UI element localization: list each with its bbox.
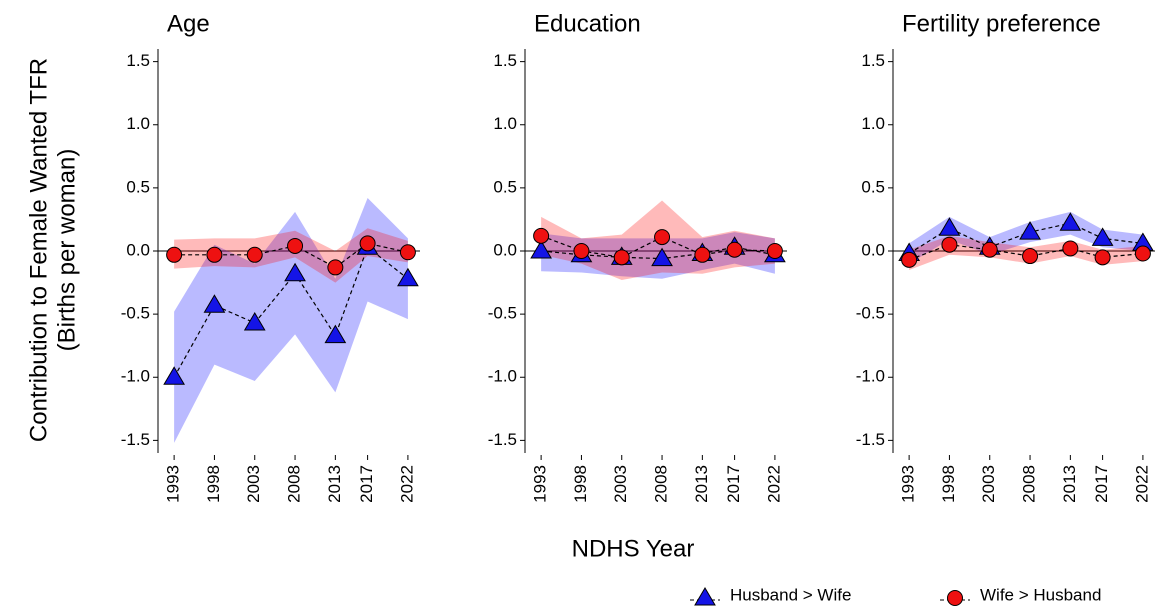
triangle-marker (1019, 221, 1041, 240)
circle-marker (901, 251, 918, 268)
x-tick-label: 2008 (1020, 465, 1039, 503)
y-axis-label: Contribution to Female Wanted TFR (25, 58, 52, 442)
y-axis-label: (Births per woman) (53, 149, 80, 352)
x-tick-label: 2008 (285, 465, 304, 503)
y-tick-label: -0.5 (856, 304, 885, 323)
x-tick-label: 2022 (1132, 465, 1151, 503)
x-tick-label: 1998 (204, 465, 223, 503)
triangle-marker (324, 324, 347, 344)
x-tick-label: 2013 (692, 465, 711, 503)
x-tick-label: 2022 (397, 465, 416, 503)
y-tick-label: 0.0 (493, 240, 517, 259)
y-tick-label: 1.5 (861, 51, 885, 70)
triangle-marker (284, 262, 306, 282)
triangle-marker (203, 294, 226, 313)
legend-label: Wife > Husband (980, 585, 1101, 604)
circle-marker (694, 246, 711, 263)
x-tick-label: 1998 (571, 465, 590, 503)
circle-marker (166, 246, 183, 263)
confidence-band (174, 228, 408, 283)
circle-marker (359, 235, 376, 252)
circle-marker (246, 246, 263, 263)
y-tick-label: 1.5 (126, 51, 150, 70)
y-tick-label: 1.0 (493, 114, 517, 133)
panel-title: Education (534, 10, 641, 37)
x-axis-label: NDHS Year (572, 535, 695, 562)
triangle-marker (938, 217, 961, 236)
x-tick-label: 1993 (531, 465, 550, 503)
y-tick-label: -0.5 (488, 304, 517, 323)
circle-marker (573, 243, 590, 259)
x-tick-label: 2013 (325, 465, 344, 503)
y-tick-label: 0.0 (126, 240, 150, 259)
triangle-marker (1059, 212, 1082, 231)
x-tick-label: 2017 (357, 465, 376, 503)
y-tick-label: 0.5 (493, 177, 517, 196)
panel-title: Age (167, 10, 210, 37)
circle-marker (1022, 248, 1039, 265)
triangle-marker (397, 267, 419, 287)
y-tick-label: -1.5 (488, 430, 517, 449)
circle-marker (327, 259, 344, 276)
x-tick-label: 2017 (1092, 465, 1111, 503)
circle-marker (399, 244, 416, 261)
circle-marker (206, 246, 223, 263)
circle-marker (726, 241, 743, 258)
y-tick-label: 1.0 (861, 114, 885, 133)
triangle-marker (1091, 227, 1114, 246)
triangle-marker (243, 311, 266, 331)
circle-marker (941, 236, 958, 253)
y-tick-label: 1.5 (493, 51, 517, 70)
confidence-band (174, 197, 408, 443)
y-tick-label: 0.5 (126, 177, 150, 196)
y-tick-label: 0.5 (861, 177, 885, 196)
x-tick-label: 2003 (244, 465, 263, 503)
x-tick-label: 2013 (1060, 465, 1079, 503)
circle-marker (766, 243, 783, 259)
circle-marker (533, 227, 550, 244)
y-tick-label: -1.5 (856, 430, 885, 449)
x-tick-label: 2017 (724, 465, 743, 503)
y-tick-label: -1.0 (121, 367, 150, 386)
y-tick-label: -1.0 (488, 367, 517, 386)
x-tick-label: 2003 (611, 465, 630, 503)
circle-marker (613, 249, 630, 266)
circle-marker (1134, 245, 1151, 262)
circle-marker (947, 590, 963, 606)
y-tick-label: 1.0 (126, 114, 150, 133)
circle-marker (1094, 249, 1111, 266)
x-tick-label: 1993 (899, 465, 918, 503)
y-tick-label: 0.0 (861, 240, 885, 259)
y-tick-label: -1.5 (121, 430, 150, 449)
panel-title: Fertility preference (902, 10, 1101, 37)
x-tick-label: 2008 (652, 465, 671, 503)
x-tick-label: 1998 (939, 465, 958, 503)
legend-label: Husband > Wife (730, 585, 851, 604)
circle-marker (1062, 240, 1079, 257)
circle-marker (287, 237, 304, 254)
triangle-marker (694, 587, 716, 606)
x-tick-label: 2003 (979, 465, 998, 503)
triangle-marker (163, 366, 185, 385)
triangle-marker (530, 240, 552, 259)
x-tick-label: 1993 (164, 465, 183, 503)
y-tick-label: -1.0 (856, 367, 885, 386)
circle-marker (654, 229, 671, 246)
x-tick-label: 2022 (764, 465, 783, 503)
y-tick-label: -0.5 (121, 304, 150, 323)
circle-marker (981, 241, 998, 258)
triangle-marker (651, 247, 673, 267)
